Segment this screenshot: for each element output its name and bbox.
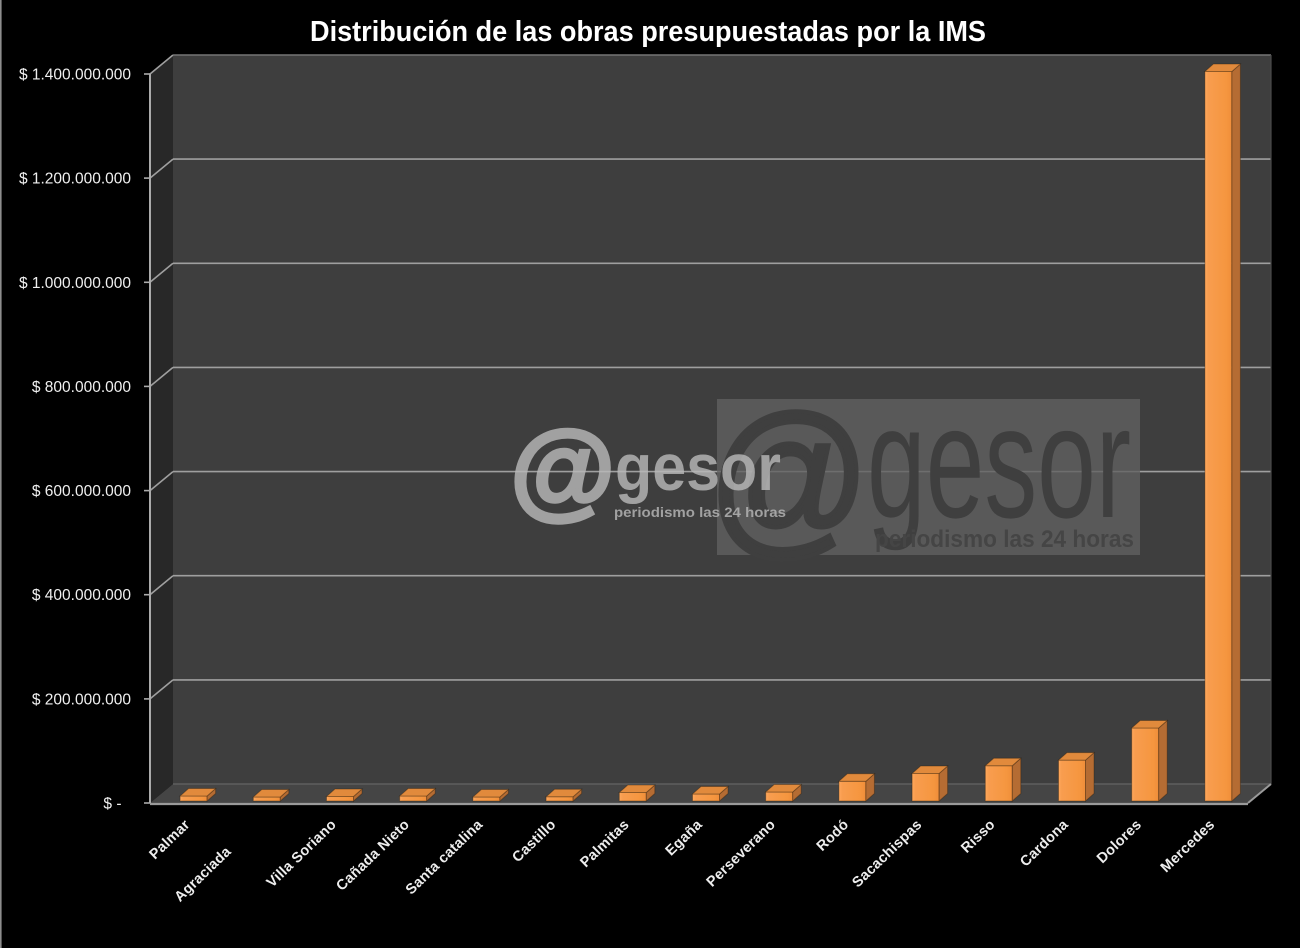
- svg-text:@: @: [510, 408, 615, 529]
- svg-text:$ 400.000.000: $ 400.000.000: [32, 587, 132, 604]
- svg-text:@: @: [708, 382, 870, 574]
- svg-text:$ 200.000.000: $ 200.000.000: [32, 691, 132, 708]
- svg-text:$ 1.200.000.000: $ 1.200.000.000: [19, 171, 131, 188]
- svg-text:$ 1.400.000.000: $ 1.400.000.000: [19, 67, 131, 84]
- svg-text:Distribución de las obras pres: Distribución de las obras presupuestadas…: [310, 16, 986, 48]
- svg-text:$ 800.000.000: $ 800.000.000: [32, 379, 132, 396]
- svg-text:gesor: gesor: [615, 430, 781, 504]
- svg-text:$ 600.000.000: $ 600.000.000: [32, 483, 132, 500]
- svg-text:periodismo las 24 horas: periodismo las 24 horas: [614, 504, 786, 520]
- svg-text:periodismo las 24 horas: periodismo las 24 horas: [875, 526, 1134, 553]
- svg-text:gesor: gesor: [867, 372, 1131, 551]
- svg-text:$ 1.000.000.000: $ 1.000.000.000: [19, 275, 131, 292]
- svg-text:$ -: $ -: [103, 796, 121, 813]
